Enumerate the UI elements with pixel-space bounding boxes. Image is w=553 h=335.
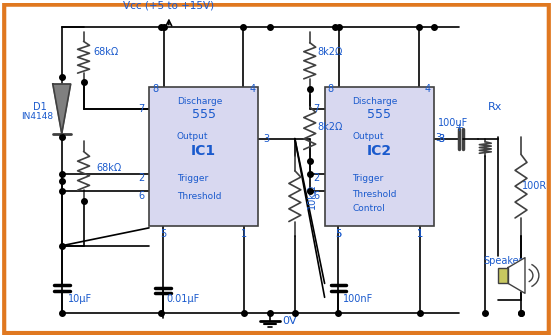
Text: 100R: 100R xyxy=(522,181,547,191)
Text: 10kΩ: 10kΩ xyxy=(307,184,317,209)
Bar xyxy=(325,87,434,226)
Text: IC2: IC2 xyxy=(367,144,392,158)
Text: Trigger: Trigger xyxy=(352,174,384,183)
Text: Vcc (+5 to +15V): Vcc (+5 to +15V) xyxy=(123,1,215,11)
Text: Threshold: Threshold xyxy=(352,190,397,199)
Text: IN4148: IN4148 xyxy=(21,112,53,121)
Text: 8k2Ω: 8k2Ω xyxy=(317,47,342,57)
FancyBboxPatch shape xyxy=(4,5,549,333)
Text: 8: 8 xyxy=(152,84,158,94)
Text: 2: 2 xyxy=(138,173,144,183)
Text: IC1: IC1 xyxy=(191,144,216,158)
Text: Rx: Rx xyxy=(488,102,503,112)
Text: 6: 6 xyxy=(138,191,144,201)
Text: Control: Control xyxy=(352,204,385,212)
Text: 100nF: 100nF xyxy=(343,294,373,304)
Bar xyxy=(498,268,508,283)
Text: Discharge: Discharge xyxy=(177,97,222,107)
Text: 5: 5 xyxy=(160,229,166,239)
Text: 8: 8 xyxy=(327,84,333,94)
Text: 555: 555 xyxy=(191,108,216,121)
Text: 1: 1 xyxy=(417,229,423,239)
Text: 10μF: 10μF xyxy=(67,294,92,304)
Text: Output: Output xyxy=(177,132,208,141)
Text: 100uF: 100uF xyxy=(439,118,469,128)
Text: Threshold: Threshold xyxy=(177,192,221,201)
Text: 7: 7 xyxy=(138,104,144,114)
Text: 3: 3 xyxy=(439,134,445,144)
Text: 4: 4 xyxy=(425,84,431,94)
Text: 6: 6 xyxy=(314,191,320,201)
Text: 68kΩ: 68kΩ xyxy=(94,47,119,57)
Text: 3: 3 xyxy=(263,134,269,144)
Text: D1: D1 xyxy=(33,102,47,112)
Polygon shape xyxy=(53,84,71,134)
Text: Trigger: Trigger xyxy=(177,174,208,183)
Text: 1: 1 xyxy=(417,229,423,239)
Text: Output: Output xyxy=(352,132,384,141)
Text: 0.01μF: 0.01μF xyxy=(166,294,200,304)
Text: 0V: 0V xyxy=(283,316,297,326)
Text: 555: 555 xyxy=(367,108,391,121)
Text: 5: 5 xyxy=(335,229,342,239)
Text: 8k2Ω: 8k2Ω xyxy=(317,122,342,132)
Text: 68kΩ: 68kΩ xyxy=(97,163,122,173)
Text: 1: 1 xyxy=(241,229,247,239)
Text: 3: 3 xyxy=(436,133,442,143)
Text: Speaker: Speaker xyxy=(483,256,523,266)
Text: 7: 7 xyxy=(314,104,320,114)
Text: 3: 3 xyxy=(439,134,445,144)
Text: Discharge: Discharge xyxy=(352,97,398,107)
Bar xyxy=(149,87,258,226)
Text: +: + xyxy=(455,123,464,133)
Text: 2: 2 xyxy=(314,173,320,183)
Text: 5: 5 xyxy=(335,229,342,239)
Text: 4: 4 xyxy=(249,84,255,94)
Polygon shape xyxy=(508,258,525,293)
